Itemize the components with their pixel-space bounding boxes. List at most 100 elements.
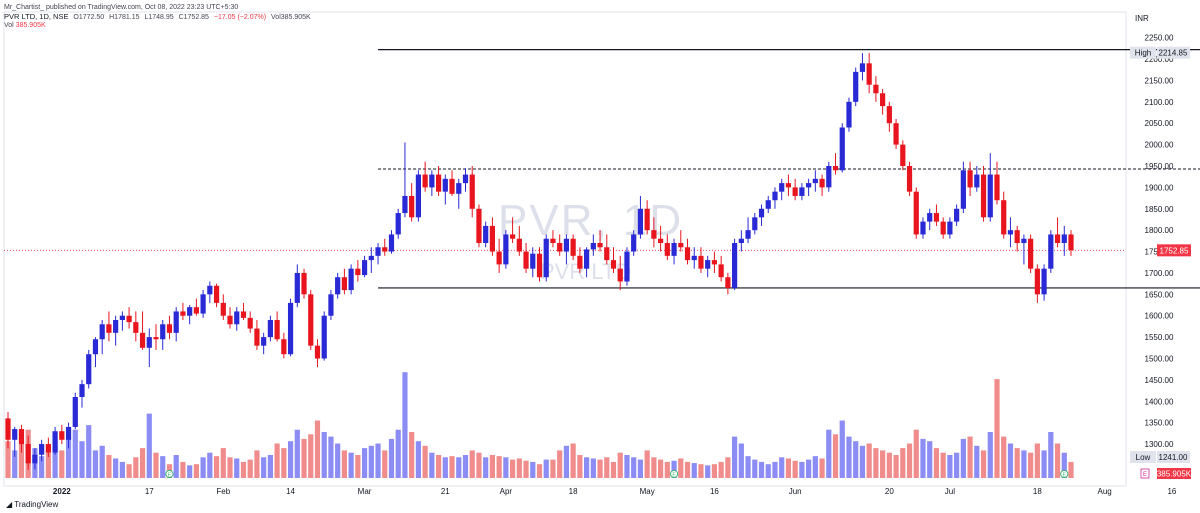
candle-body[interactable] [974,174,980,188]
candle-body[interactable] [12,429,18,440]
candle-body[interactable] [812,178,818,184]
candle-body[interactable] [368,255,374,261]
candle-body[interactable] [1028,238,1034,269]
candle-body[interactable] [86,354,92,385]
candle-body[interactable] [523,251,529,269]
candle-body[interactable] [758,208,765,218]
candle-body[interactable] [738,238,744,243]
candle-body[interactable] [261,337,267,346]
candle-body[interactable] [361,260,368,276]
candle-body[interactable] [785,183,792,188]
candle-body[interactable] [671,243,677,256]
candle-body[interactable] [873,84,879,94]
candle-body[interactable] [940,221,946,235]
candle-body[interactable] [590,243,596,250]
candle-body[interactable] [267,320,273,338]
candle-body[interactable] [610,260,617,269]
candle-body[interactable] [947,221,953,235]
candle-body[interactable] [920,221,926,235]
candle-body[interactable] [994,174,1000,201]
candle-body[interactable] [442,178,448,192]
candle-body[interactable] [906,166,913,192]
candle-body[interactable] [1001,200,1007,235]
candle-body[interactable] [1041,268,1047,295]
candle-body[interactable] [294,272,300,303]
candle-body[interactable] [832,166,839,171]
candle-body[interactable] [496,251,502,265]
candle-body[interactable] [193,307,199,314]
candle-body[interactable] [187,307,193,316]
candle-body[interactable] [577,255,583,269]
candle-body[interactable] [287,302,294,355]
candle-body[interactable] [604,247,610,261]
candle-body[interactable] [409,195,415,218]
candle-body[interactable] [483,225,489,243]
candle-body[interactable] [126,315,132,323]
candle-body[interactable] [1014,230,1020,243]
candle-body[interactable] [153,337,159,340]
candle-body[interactable] [792,187,798,196]
candle-body[interactable] [752,217,758,231]
candle-body[interactable] [52,431,58,453]
candle-body[interactable] [462,174,469,184]
candle-body[interactable] [133,322,139,333]
candle-body[interactable] [435,174,442,192]
candle-body[interactable] [698,255,704,269]
candle-body[interactable] [839,127,845,171]
candle-body[interactable] [72,397,78,427]
candle-body[interactable] [536,253,543,278]
candle-body[interactable] [382,247,388,252]
candle-body[interactable] [59,431,65,440]
candle-body[interactable] [254,328,260,346]
candle-body[interactable] [1007,230,1014,235]
candle-body[interactable] [308,294,314,346]
candle-body[interactable] [119,315,125,320]
candle-body[interactable] [691,255,697,261]
candle-body[interactable] [456,183,462,194]
candle-body[interactable] [732,243,738,288]
candle-body[interactable] [234,311,240,325]
candle-body[interactable] [355,268,361,276]
candle-body[interactable] [45,444,51,453]
candle-body[interactable] [240,311,247,318]
candle-body[interactable] [987,174,993,218]
candle-body[interactable] [509,234,516,239]
candle-body[interactable] [281,339,287,355]
candle-body[interactable] [550,238,556,243]
volume-indicator-label[interactable]: Vol 385.905K [4,22,46,29]
candle-body[interactable] [1054,234,1061,243]
candle-body[interactable] [388,234,395,252]
candle-body[interactable] [18,429,25,445]
candle-body[interactable] [1061,234,1067,243]
candle-body[interactable] [563,238,570,252]
candle-body[interactable] [1048,234,1054,269]
candle-body[interactable] [597,243,603,248]
candle-body[interactable] [583,249,590,269]
candle-body[interactable] [1068,234,1074,251]
candle-body[interactable] [886,106,892,124]
candle-body[interactable] [644,208,650,231]
candle-body[interactable] [274,320,280,340]
candle-body[interactable] [395,213,401,235]
candle-body[interactable] [718,264,724,278]
candle-body[interactable] [180,311,186,316]
candle-body[interactable] [543,238,549,278]
candle-body[interactable] [570,238,576,256]
candle-body[interactable] [846,101,852,128]
candle-body[interactable] [5,418,11,440]
candle-body[interactable] [967,170,973,188]
candle-body[interactable] [772,191,778,201]
candle-body[interactable] [557,243,563,252]
candle-body[interactable] [503,234,509,265]
candle-body[interactable] [705,260,711,269]
candle-body[interactable] [725,277,731,288]
candle-body[interactable] [631,234,637,252]
candle-body[interactable] [321,315,327,359]
candle-body[interactable] [213,285,220,303]
candle-body[interactable] [853,71,859,102]
candle-body[interactable] [247,317,253,329]
candle-body[interactable] [900,144,906,166]
candle-body[interactable] [402,195,408,214]
candle-body[interactable] [200,294,206,314]
candle-body[interactable] [79,384,85,397]
